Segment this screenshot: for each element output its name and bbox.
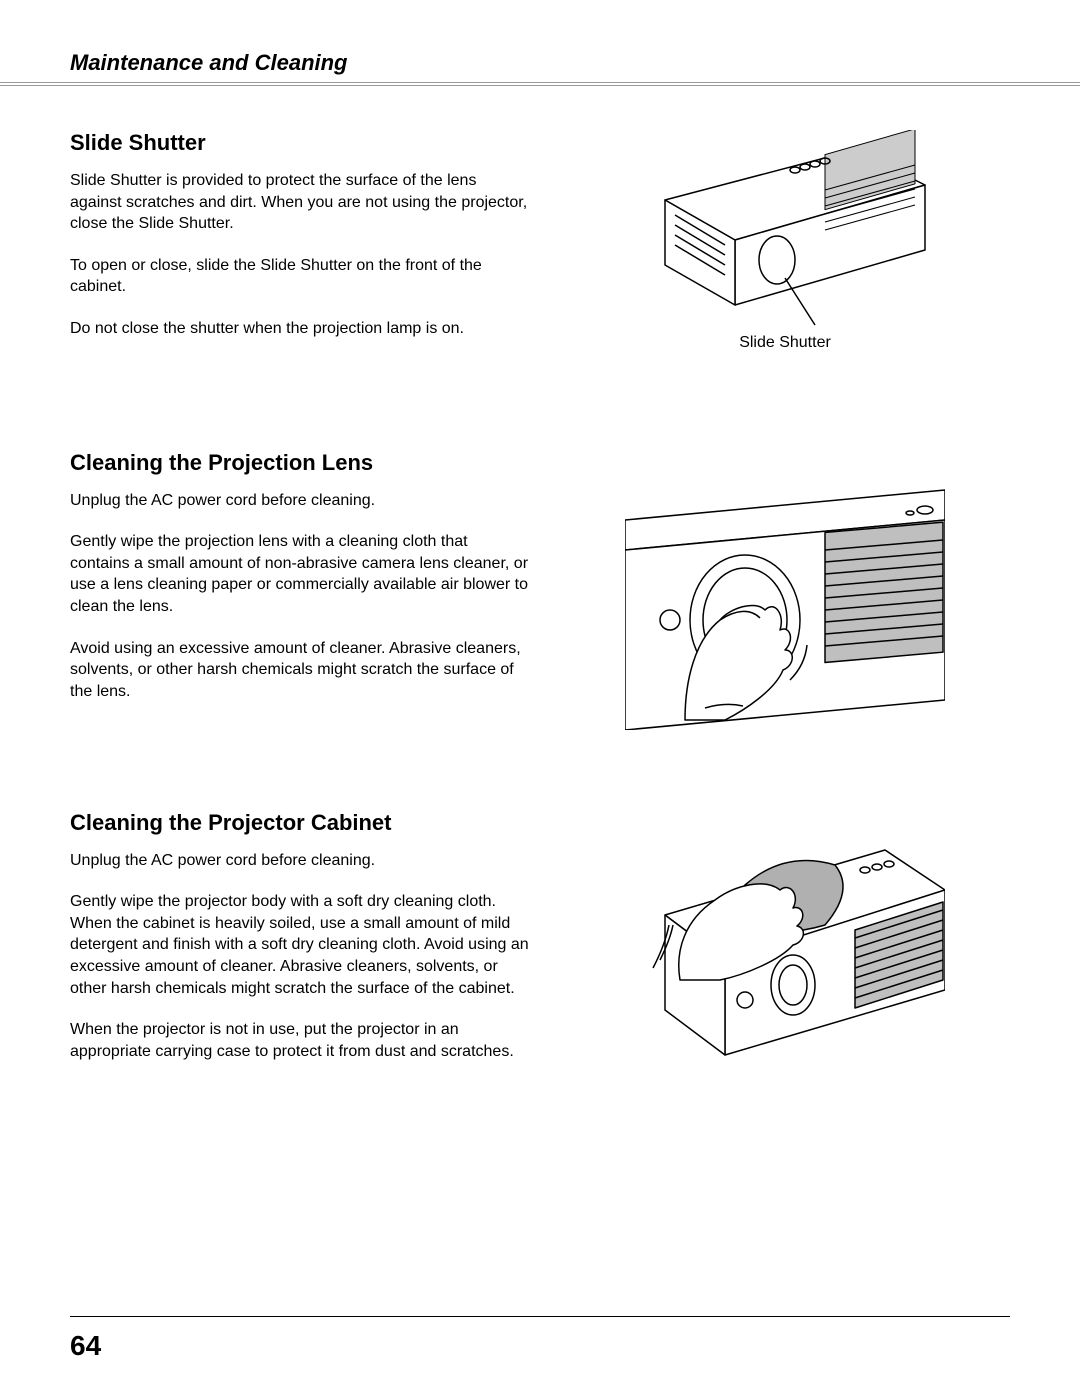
- text-column: Cleaning the Projector Cabinet Unplug th…: [70, 810, 530, 1083]
- illustration-caption: Slide Shutter: [739, 334, 831, 352]
- para: Do not close the shutter when the projec…: [70, 318, 530, 340]
- para: Gently wipe the projector body with a so…: [70, 891, 530, 999]
- para: To open or close, slide the Slide Shutte…: [70, 255, 530, 298]
- text-column: Slide Shutter Slide Shutter is provided …: [70, 130, 530, 360]
- page-title: Maintenance and Cleaning: [70, 50, 1010, 76]
- section-cabinet: Cleaning the Projector Cabinet Unplug th…: [70, 810, 1010, 1083]
- title-rule: [0, 82, 1080, 86]
- para: Gently wipe the projection lens with a c…: [70, 531, 530, 617]
- manual-page: Maintenance and Cleaning Slide Shutter S…: [0, 0, 1080, 1397]
- subhead-cabinet: Cleaning the Projector Cabinet: [70, 810, 530, 836]
- para: Slide Shutter is provided to protect the…: [70, 170, 530, 235]
- illustration-column: [560, 810, 1010, 1060]
- subhead-slide-shutter: Slide Shutter: [70, 130, 530, 156]
- cabinet-cleaning-illustration-icon: [625, 830, 945, 1060]
- para: Unplug the AC power cord before cleaning…: [70, 490, 530, 512]
- subhead-lens: Cleaning the Projection Lens: [70, 450, 530, 476]
- text-column: Cleaning the Projection Lens Unplug the …: [70, 450, 530, 723]
- page-number: 64: [70, 1330, 101, 1362]
- para: Avoid using an excessive amount of clean…: [70, 638, 530, 703]
- section-lens: Cleaning the Projection Lens Unplug the …: [70, 450, 1010, 730]
- illustration-column: Slide Shutter: [560, 130, 1010, 352]
- projector-illustration-icon: [625, 130, 945, 330]
- para: Unplug the AC power cord before cleaning…: [70, 850, 530, 872]
- section-slide-shutter: Slide Shutter Slide Shutter is provided …: [70, 130, 1010, 360]
- illustration-column: [560, 450, 1010, 730]
- lens-cleaning-illustration-icon: [625, 480, 945, 730]
- footer-rule: [70, 1316, 1010, 1317]
- para: When the projector is not in use, put th…: [70, 1019, 530, 1062]
